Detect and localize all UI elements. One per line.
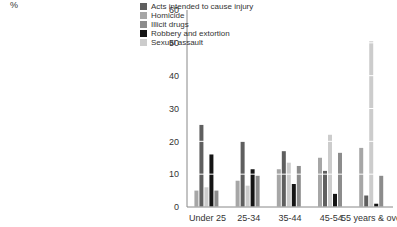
svg-text:25-34: 25-34 [237,213,260,223]
svg-text:60: 60 [169,5,179,15]
svg-text:45-54: 45-54 [320,213,343,223]
svg-text:35-44: 35-44 [278,213,301,223]
svg-text:30: 30 [169,104,179,114]
svg-text:10: 10 [169,169,179,179]
svg-text:40: 40 [169,71,179,81]
svg-text:55 years & over: 55 years & over [341,213,389,223]
svg-text:50: 50 [169,38,179,48]
svg-text:20: 20 [169,137,179,147]
svg-text:0: 0 [174,202,179,212]
svg-text:Under 25: Under 25 [189,213,226,223]
